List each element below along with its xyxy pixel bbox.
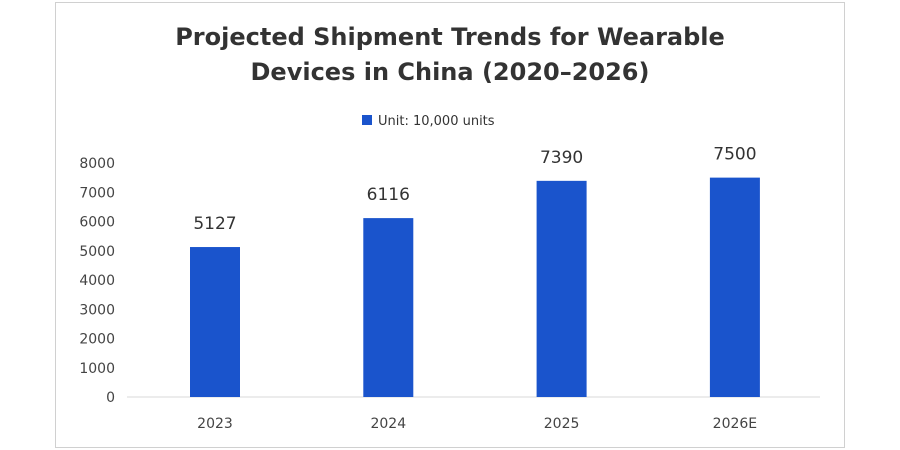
y-tick-label: 5000: [79, 244, 115, 260]
bar-2026E: [709, 177, 760, 397]
data-label: 6116: [367, 185, 410, 205]
legend-label: Unit: 10,000 units: [378, 114, 495, 129]
x-tick-label: 2023: [197, 416, 233, 432]
x-tick-label: 2024: [370, 416, 406, 432]
data-label: 7390: [540, 148, 583, 168]
y-tick-label: 1000: [79, 361, 115, 377]
legend-swatch: [362, 115, 372, 125]
chart-title-line-2: Devices in China (2020–2026): [251, 58, 650, 86]
chart-title-line-1: Projected Shipment Trends for Wearable: [175, 23, 725, 51]
y-tick-label: 7000: [79, 185, 115, 201]
y-tick-label: 6000: [79, 215, 115, 231]
y-tick-label: 2000: [79, 332, 115, 348]
x-tick-label: 2025: [544, 416, 580, 432]
x-tick-label: 2026E: [713, 416, 757, 432]
bar-2025: [536, 180, 587, 397]
bar-2024: [363, 218, 414, 397]
chart-frame: [55, 2, 845, 448]
data-label: 7500: [713, 145, 756, 165]
y-tick-label: 0: [106, 390, 115, 406]
bar-2023: [190, 247, 240, 397]
data-label: 5127: [193, 214, 236, 234]
y-tick-label: 8000: [79, 156, 115, 172]
y-tick-label: 4000: [79, 273, 115, 289]
y-tick-label: 3000: [79, 302, 115, 318]
